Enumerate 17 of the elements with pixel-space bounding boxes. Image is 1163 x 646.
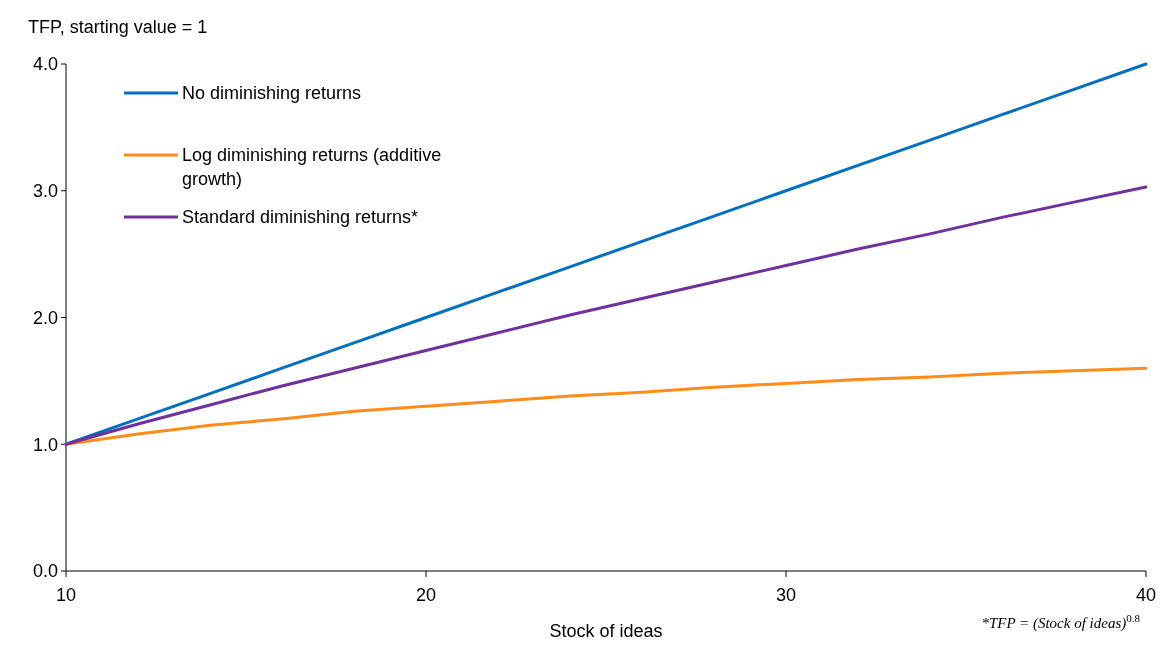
x-axis-title: Stock of ideas: [549, 621, 663, 641]
x-tick-label: 10: [55, 585, 77, 605]
x-tick-label: 30: [775, 585, 797, 605]
line-series: [64, 366, 1148, 446]
legend-label: No diminishing returns: [182, 83, 362, 104]
text: *TFP = (Stock of ideas)$^{0.8}$: [981, 612, 1141, 632]
y-tick-label: 0.0: [32, 561, 58, 582]
line-series: [64, 62, 1148, 446]
y-axis-title: TFP, starting value = 1: [28, 17, 208, 37]
y-tick-label: 3.0: [32, 181, 58, 202]
x-tick-label: 20: [415, 585, 437, 605]
legend-label: Standard diminishing returns*: [182, 207, 419, 228]
y-tick-label: 1.0: [32, 434, 58, 455]
x-tick-label: 40: [1135, 585, 1157, 605]
legend-label: Log diminishing returns (additive growth): [182, 145, 442, 190]
y-tick-label: 2.0: [32, 307, 58, 328]
y-tick-label: 4.0: [32, 54, 58, 75]
